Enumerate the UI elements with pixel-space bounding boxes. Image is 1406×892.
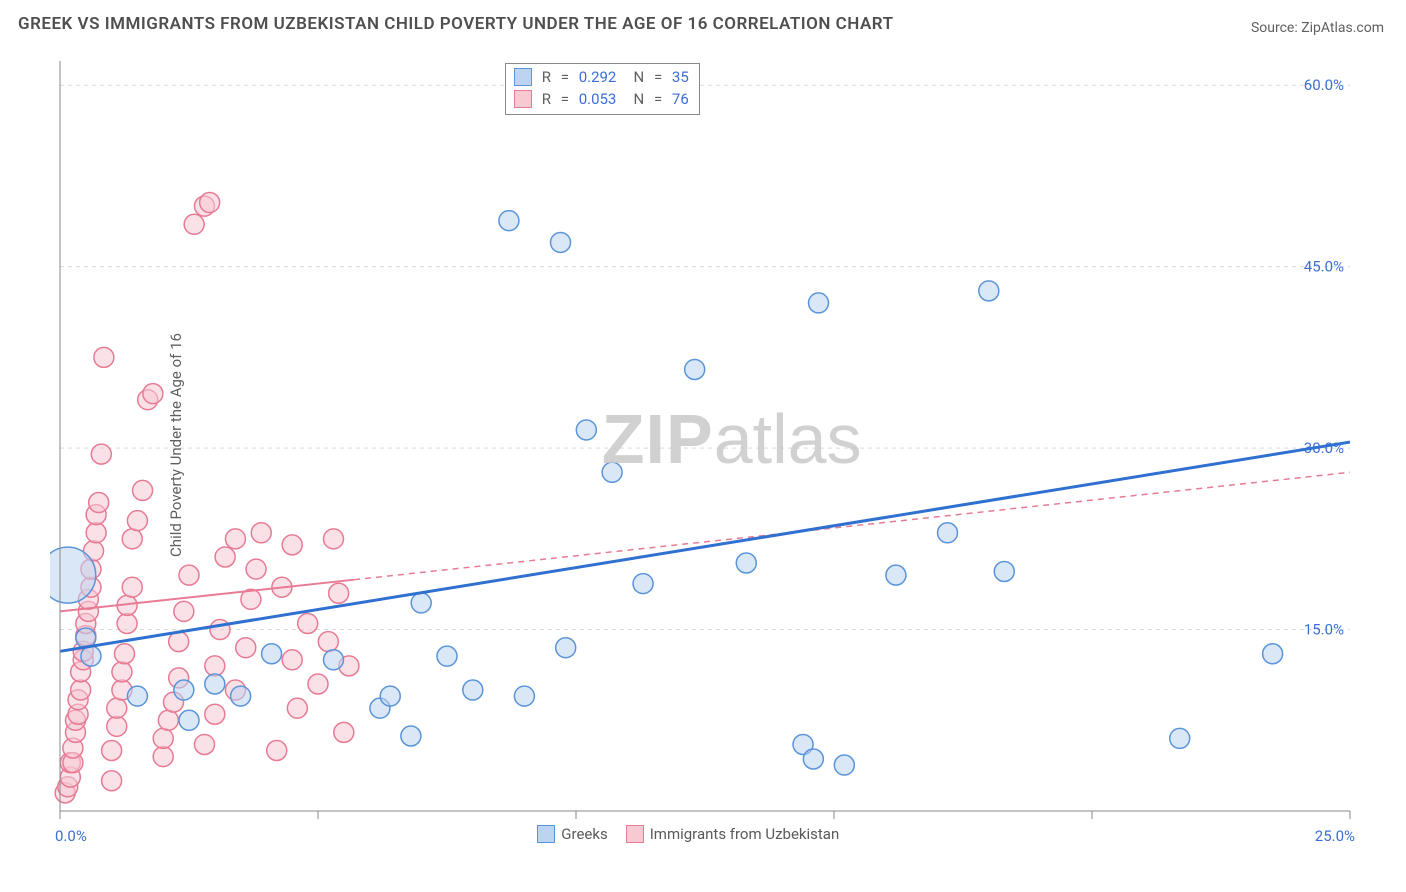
svg-text:25.0%: 25.0% — [1315, 827, 1355, 845]
legend-label-greeks: Greeks — [561, 825, 607, 843]
chart-area: Child Poverty Under the Age of 16 15.0%3… — [50, 55, 1380, 835]
swatch-greeks — [514, 68, 532, 86]
svg-text:0.0%: 0.0% — [55, 827, 87, 845]
svg-text:45.0%: 45.0% — [1304, 258, 1344, 276]
corr-legend-row-uzbekistan: R = 0.053 N = 76 — [514, 88, 689, 110]
source-link[interactable]: ZipAtlas.com — [1301, 20, 1384, 36]
swatch-uzbekistan — [626, 825, 644, 843]
swatch-greeks — [537, 825, 555, 843]
y-axis-label: Child Poverty Under the Age of 16 — [167, 333, 185, 557]
correlation-legend: R = 0.292 N = 35 R = 0.053 N = 76 — [505, 63, 700, 115]
legend-item-greeks: Greeks — [537, 825, 607, 843]
scatter-chart: 15.0%30.0%45.0%60.0%0.0%25.0% — [50, 55, 1380, 865]
swatch-uzbekistan — [514, 90, 532, 108]
chart-title: GREEK VS IMMIGRANTS FROM UZBEKISTAN CHIL… — [18, 14, 894, 34]
svg-text:60.0%: 60.0% — [1304, 76, 1344, 94]
series-legend: Greeks Immigrants from Uzbekistan — [537, 825, 839, 843]
source-attribution: Source: ZipAtlas.com — [1251, 20, 1384, 36]
corr-legend-row-greeks: R = 0.292 N = 35 — [514, 66, 689, 88]
source-prefix: Source: — [1251, 20, 1301, 36]
legend-item-uzbekistan: Immigrants from Uzbekistan — [626, 825, 840, 843]
legend-label-uzbekistan: Immigrants from Uzbekistan — [650, 825, 840, 843]
svg-text:15.0%: 15.0% — [1304, 621, 1344, 639]
